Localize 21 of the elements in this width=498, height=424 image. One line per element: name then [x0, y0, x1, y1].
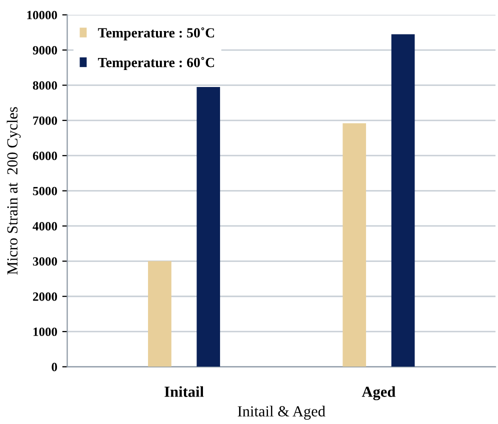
y-axis-title: Micro Strain at 200 Cycles — [6, 107, 21, 275]
x-axis-title: Initail & Aged — [238, 406, 326, 420]
bar — [196, 86, 220, 367]
y-tick-label: 4000 — [32, 222, 58, 230]
y-tick-label: 2000 — [33, 292, 58, 301]
y-tick-label: 6000 — [32, 152, 58, 160]
bar — [148, 261, 172, 367]
bar — [391, 34, 415, 367]
bar — [342, 123, 366, 367]
legend-label: Temperature : 60˚C — [98, 57, 214, 70]
x-tick-label: Aged — [362, 386, 396, 400]
y-tick-label: 8000 — [32, 81, 58, 90]
y-tick-label: 5000 — [33, 186, 58, 196]
y-tick-label: 7000 — [33, 116, 58, 125]
x-tick-label: Initail — [164, 386, 204, 397]
y-tick-label: 9000 — [32, 46, 58, 54]
y-tick-label: 1000 — [34, 328, 58, 336]
y-tick-label: 10000 — [27, 10, 58, 20]
legend-label: Temperature : 50˚C — [98, 27, 214, 40]
y-tick-label: 3000 — [32, 257, 58, 266]
y-tick-label: 0 — [52, 362, 58, 372]
